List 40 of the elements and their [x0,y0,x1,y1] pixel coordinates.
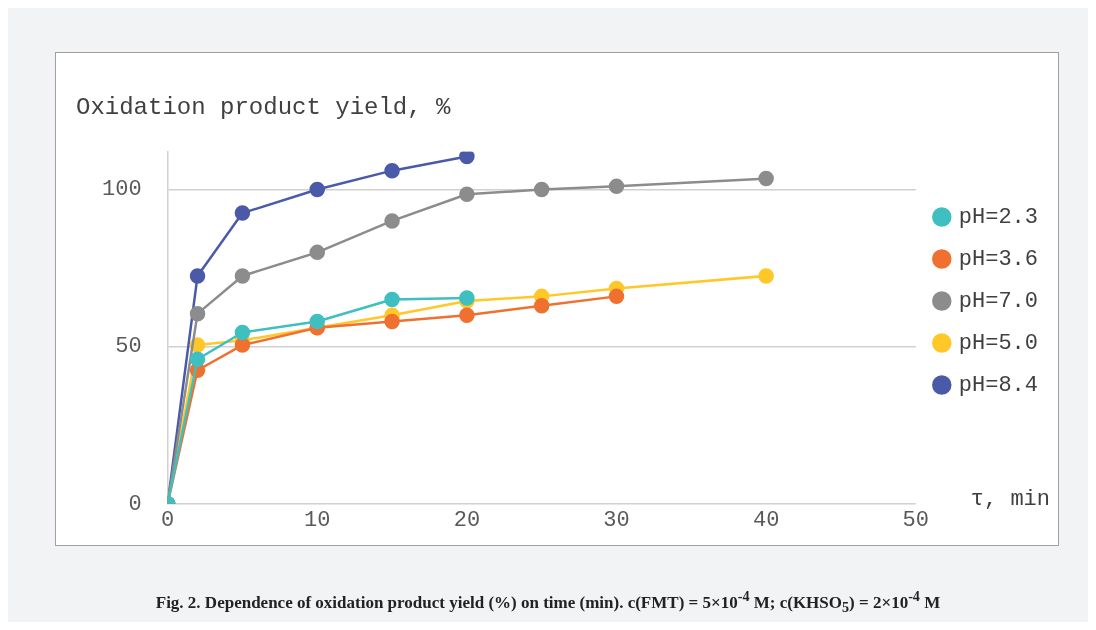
point [608,178,625,195]
point [234,268,251,284]
caption: Fig. 2. Dependence of oxidation product yield (%) on time (min). c(FMT) = 5×10$^{-4}$ M; c(KHSO$_{5}$) = 2×10$^{-4}$ M [154,588,942,617]
point [459,307,475,323]
point [234,337,251,353]
point [608,288,625,305]
point [384,213,400,229]
x-tick-label: 10 [304,507,331,533]
point [309,181,325,198]
x-tick-label: 30 [603,507,630,533]
legend-label: pH=7.0 [958,288,1039,314]
point [309,244,325,261]
point [189,305,206,322]
point [384,313,400,330]
legend-label: pH=5.0 [958,330,1039,356]
point [533,298,550,314]
y-tick-label: 100 [102,177,142,203]
point [189,268,206,284]
point [758,170,774,187]
point [234,205,251,221]
x-tick-label: 20 [453,507,481,533]
point [189,351,206,367]
point [384,162,400,179]
point [384,291,400,308]
legend-label: pH=3.6 [958,246,1039,272]
point [459,186,475,202]
point [459,151,475,165]
x-tick-label: 40 [752,507,780,533]
point [533,181,550,198]
point [309,313,325,330]
point [758,268,774,284]
legend-label: pH=8.4 [958,372,1039,398]
y-axis-title: Oxidation product yield, % [76,93,452,121]
x-tick-label: 0 [161,507,175,533]
y-tick-label: 50 [115,334,142,360]
point [234,324,251,341]
legend-label: pH=2.3 [958,204,1039,230]
x-tick-label: 50 [902,507,929,533]
x-axis-title: τ, min [970,486,1050,512]
y-tick-label: 0 [128,491,142,517]
